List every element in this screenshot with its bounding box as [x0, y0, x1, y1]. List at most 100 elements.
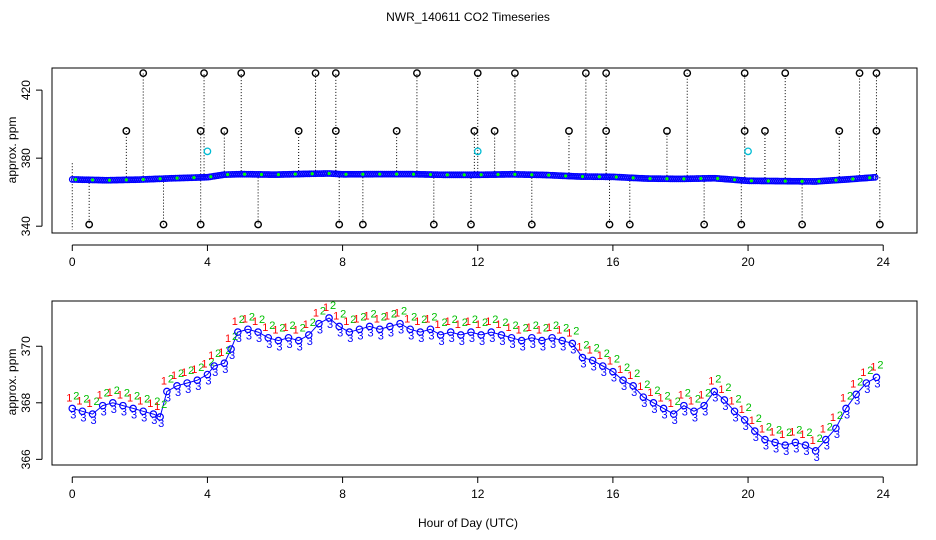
marker-label-2: 2 — [786, 427, 792, 439]
measurement-point — [335, 322, 344, 331]
marker-label-3: 3 — [469, 333, 475, 345]
baseline-overlay-point — [817, 179, 821, 183]
measurement-point — [730, 407, 739, 416]
marker-label-1: 1 — [810, 435, 816, 447]
marker-label-3: 3 — [803, 446, 809, 458]
marker-label-2: 2 — [134, 390, 140, 402]
baseline-overlay-point — [732, 178, 737, 182]
measurement-point — [234, 328, 242, 336]
marker-label-1: 1 — [414, 316, 420, 328]
baseline-overlay-point — [276, 172, 280, 177]
marker-label-2: 2 — [381, 311, 387, 323]
marker-label-3: 3 — [185, 384, 191, 396]
marker-label-3: 3 — [753, 432, 759, 444]
calibration-point — [581, 69, 590, 78]
calibration-point — [602, 69, 611, 78]
marker-label-3: 3 — [814, 452, 820, 464]
marker-label-3: 3 — [439, 336, 445, 348]
marker-label-2: 2 — [269, 320, 275, 332]
baseline-overlay-point — [378, 172, 382, 176]
baseline-overlay-point — [563, 174, 568, 178]
bottom-plot-frame — [51, 300, 918, 466]
x-tick-label: 16 — [606, 255, 620, 269]
marker-label-2: 2 — [340, 308, 346, 320]
marker-label-2: 2 — [867, 365, 873, 377]
marker-label-1: 1 — [688, 395, 694, 407]
measurement-point — [284, 333, 293, 342]
marker-label-3: 3 — [286, 339, 292, 351]
measurement-point — [568, 339, 577, 348]
marker-label-1: 1 — [708, 375, 714, 387]
marker-label-2: 2 — [178, 368, 184, 380]
measurement-point — [588, 356, 597, 365]
marker-label-1: 1 — [587, 344, 593, 356]
marker-label-1: 1 — [272, 325, 278, 337]
marker-label-1: 1 — [66, 392, 72, 404]
marker-label-3: 3 — [732, 412, 738, 424]
marker-label-3: 3 — [702, 407, 708, 419]
marker-label-3: 3 — [479, 336, 485, 348]
marker-label-2: 2 — [827, 422, 833, 434]
measurement-point — [210, 362, 218, 370]
measurement-point — [609, 367, 617, 376]
calibration-point — [663, 127, 671, 135]
marker-label-2: 2 — [877, 359, 883, 371]
marker-label-1: 1 — [343, 316, 349, 328]
measurement-point — [345, 328, 354, 336]
baseline-overlay-point — [479, 173, 483, 177]
marker-label-2: 2 — [573, 325, 579, 337]
baseline-overlay-point — [175, 176, 179, 180]
marker-label-1: 1 — [232, 316, 238, 328]
calibration-point — [490, 127, 499, 135]
baseline-overlay-point — [547, 173, 551, 177]
reference-point — [744, 147, 752, 156]
marker-label-1: 1 — [749, 415, 755, 427]
calibration-point — [855, 69, 864, 78]
baseline-overlay-point — [614, 175, 618, 179]
marker-label-1: 1 — [374, 313, 380, 325]
top-plot-frame — [51, 67, 918, 234]
marker-label-2: 2 — [654, 385, 660, 397]
marker-label-1: 1 — [171, 370, 177, 382]
marker-label-3: 3 — [621, 381, 627, 393]
baseline-overlay-point — [868, 176, 872, 180]
marker-label-3: 3 — [165, 392, 171, 404]
marker-label-1: 1 — [353, 313, 359, 325]
measurement-point — [436, 331, 445, 339]
marker-label-1: 1 — [779, 429, 785, 441]
marker-label-1: 1 — [137, 395, 143, 407]
marker-label-3: 3 — [378, 330, 384, 342]
measurement-point — [129, 404, 137, 413]
measurement-point — [781, 441, 790, 450]
baseline-overlay-point — [74, 177, 78, 182]
marker-label-1: 1 — [424, 313, 430, 325]
baseline-overlay-point — [749, 179, 754, 183]
marker-label-3: 3 — [662, 409, 668, 421]
marker-label-2: 2 — [300, 323, 306, 335]
marker-label-1: 1 — [107, 387, 113, 399]
marker-label-3: 3 — [834, 429, 840, 441]
marker-label-3: 3 — [489, 333, 495, 345]
marker-label-3: 3 — [266, 339, 272, 351]
marker-label-2: 2 — [411, 311, 417, 323]
baseline-overlay-point — [766, 179, 770, 183]
marker-label-1: 1 — [556, 325, 562, 337]
marker-label-3: 3 — [327, 319, 333, 331]
marker-label-3: 3 — [550, 339, 556, 351]
marker-label-1: 1 — [759, 424, 765, 436]
calibration-point — [220, 127, 229, 135]
marker-label-2: 2 — [644, 379, 650, 391]
reference-point — [203, 147, 212, 156]
marker-label-2: 2 — [806, 427, 812, 439]
marker-label-3: 3 — [151, 415, 157, 427]
calibration-point — [781, 69, 790, 78]
marker-label-1: 1 — [495, 319, 501, 331]
calibration-point — [122, 127, 131, 135]
measurement-point — [173, 382, 181, 390]
marker-label-2: 2 — [188, 365, 194, 377]
baseline-overlay-point — [327, 171, 331, 176]
calibration-point — [835, 127, 844, 135]
marker-label-1: 1 — [536, 325, 542, 337]
marker-label-1: 1 — [394, 308, 400, 320]
baseline-overlay-point — [851, 177, 855, 181]
